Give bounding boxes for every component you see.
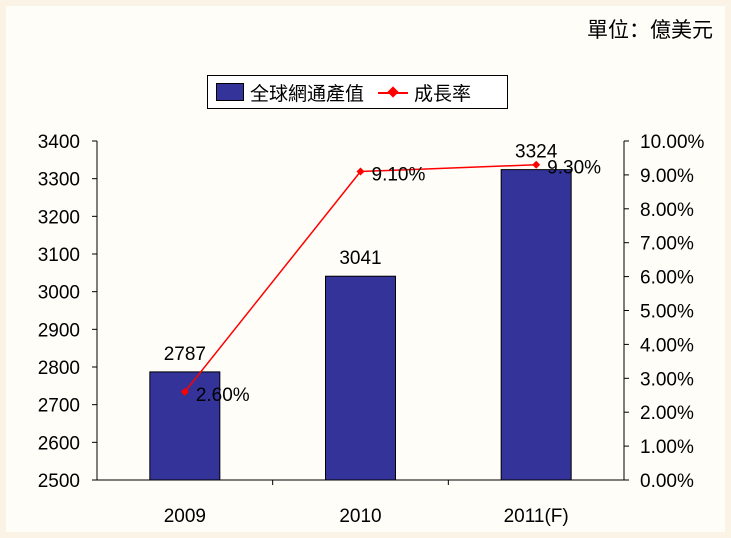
right-tick-label: 8.00% [640,200,694,221]
legend-bar-label: 全球網通產值 [250,82,365,105]
growth-data-label: 9.10% [372,165,426,186]
x-tick-label: 2010 [339,506,381,527]
x-tick-label: 2011(F) [504,506,569,527]
right-tick-label: 2.00% [640,403,694,424]
left-tick-label: 3100 [38,245,80,266]
left-tick-label: 3200 [38,207,80,228]
right-tick-label: 7.00% [640,234,694,255]
right-tick-label: 4.00% [640,335,694,356]
bar [500,169,572,481]
left-tick-label: 2500 [38,471,80,492]
bar-data-label: 2787 [164,344,206,365]
bar-data-label: 3324 [515,142,558,163]
growth-marker [180,387,189,396]
left-tick-label: 3300 [38,170,80,191]
growth-data-label: 9.30% [547,158,601,179]
legend-line-label: 成長率 [414,82,472,105]
legend: 全球網通產值 成長率 [207,75,508,109]
left-tick-label: 3400 [38,132,80,153]
right-tick-label: 6.00% [640,268,694,289]
growth-marker [532,160,541,169]
legend-bar-swatch [216,83,244,101]
legend-line-swatch [378,83,409,101]
right-tick-label: 3.00% [640,369,694,390]
unit-label: 單位：億美元 [587,18,713,42]
bar [325,275,396,481]
x-tick-label: 2009 [164,506,206,527]
left-tick-label: 2700 [38,396,80,417]
right-tick-label: 0.00% [640,471,694,492]
left-tick-label: 2900 [38,320,80,341]
left-tick-label: 2600 [38,433,80,454]
left-tick-label: 3000 [38,283,80,304]
bar-data-label: 3041 [339,248,381,269]
growth-marker [356,167,365,176]
growth-data-label: 2.60% [196,385,250,406]
left-tick-label: 2800 [38,358,80,379]
right-tick-label: 5.00% [640,302,694,323]
right-tick-label: 9.00% [640,166,694,187]
right-tick-label: 10.00% [640,132,705,153]
right-tick-label: 1.00% [640,437,694,458]
